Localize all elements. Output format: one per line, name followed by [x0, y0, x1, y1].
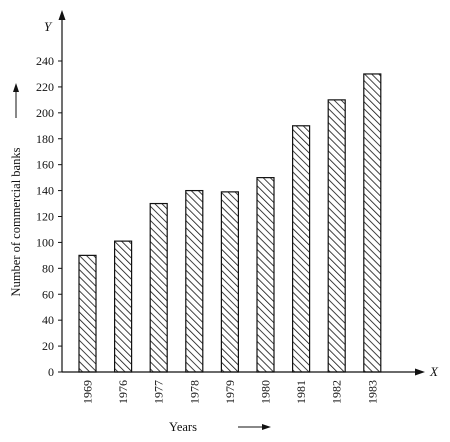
x-tick-label: 1978	[187, 380, 201, 404]
y-tick-label: 160	[36, 158, 54, 172]
y-tick-label: 20	[42, 339, 54, 353]
y-tick-label: 100	[36, 235, 54, 249]
y-tick-label: 0	[48, 365, 54, 379]
y-axis-arrowhead	[58, 10, 66, 20]
x-axis-ticks: 1969 1976 1977 1978 1979 1980 1981 1982 1983	[81, 380, 380, 404]
bar-1980	[256, 177, 275, 373]
y-tick-label: 180	[36, 132, 54, 146]
bar-1983	[363, 73, 382, 373]
bar-1977	[149, 202, 168, 373]
x-tick-label: 1976	[116, 380, 130, 404]
y-axis-ticks: 0 20 40 60 80 100 120 140 160 180 200 220 240	[36, 54, 62, 379]
bar-1981	[292, 125, 311, 373]
x-axis-letter: X	[429, 364, 439, 379]
y-axis-letter: Y	[44, 19, 53, 34]
y-tick-label: 240	[36, 54, 54, 68]
y-tick-label: 220	[36, 80, 54, 94]
bar-1978	[185, 189, 204, 373]
bar-1982	[327, 99, 346, 373]
x-axis-title: Years	[169, 420, 197, 434]
y-axis-title-arrow	[13, 83, 19, 118]
x-axis-title-arrow	[238, 424, 271, 430]
x-tick-label: 1980	[259, 380, 273, 404]
x-tick-label: 1981	[294, 380, 308, 404]
x-tick-label: 1982	[330, 380, 344, 404]
x-tick-label: 1969	[81, 380, 95, 404]
y-tick-label: 80	[42, 261, 54, 275]
bars	[78, 73, 382, 373]
y-tick-label: 140	[36, 184, 54, 198]
y-axis-title: Number of commercial banks	[9, 147, 23, 296]
y-tick-label: 40	[42, 313, 54, 327]
y-tick-label: 200	[36, 106, 54, 120]
x-tick-label: 1979	[223, 380, 237, 404]
y-tick-label: 60	[42, 287, 54, 301]
x-tick-label: 1983	[365, 380, 379, 404]
bar-1976	[113, 240, 133, 373]
y-tick-label: 120	[36, 210, 54, 224]
x-axis-arrowhead	[415, 368, 425, 376]
bar-1979	[220, 191, 239, 373]
bar-1969	[78, 254, 97, 373]
x-tick-label: 1977	[152, 380, 166, 404]
